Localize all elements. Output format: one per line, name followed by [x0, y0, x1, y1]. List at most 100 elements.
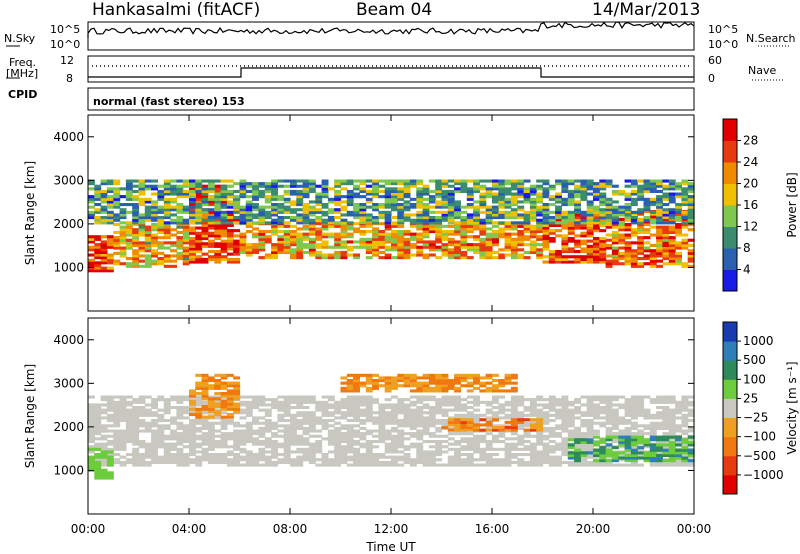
power-cell	[580, 242, 588, 246]
velocity-cell	[378, 384, 386, 388]
power-cell	[226, 242, 234, 246]
velocity-cell	[454, 423, 461, 427]
velocity-cell	[315, 408, 323, 412]
velocity-cell	[372, 434, 379, 438]
power-cell	[656, 197, 663, 201]
velocity-cell	[416, 381, 424, 385]
velocity-cell	[119, 463, 127, 467]
power-cell	[681, 182, 689, 186]
power-cell	[435, 200, 443, 204]
velocity-cell	[391, 421, 398, 425]
power-cell	[138, 259, 146, 263]
velocity-cell	[416, 411, 424, 415]
power-cell	[498, 192, 506, 196]
power-cell	[580, 223, 588, 227]
velocity-cell	[283, 432, 291, 436]
power-cell	[492, 200, 499, 204]
nsearch-tick-top: 10^5	[708, 23, 739, 36]
velocity-cell	[618, 435, 626, 439]
velocity-cell	[428, 373, 436, 377]
power-cell	[416, 240, 424, 244]
power-cell	[94, 208, 102, 212]
velocity-cell	[157, 442, 165, 446]
velocity-cell	[195, 421, 203, 425]
power-cell	[441, 189, 449, 193]
power-cell	[106, 253, 114, 257]
velocity-cell	[605, 411, 613, 415]
power-cell	[334, 221, 342, 225]
velocity-cell	[239, 400, 247, 404]
velocity-cell	[441, 408, 449, 412]
power-cell	[125, 243, 133, 247]
velocity-cell	[656, 406, 663, 410]
velocity-cell	[441, 398, 449, 402]
velocity-cell	[271, 434, 278, 438]
velocity-cell	[271, 398, 278, 402]
power-cell	[308, 200, 316, 204]
power-cell	[637, 210, 645, 214]
velocity-cell	[372, 398, 379, 402]
velocity-cell	[529, 442, 537, 446]
velocity-cell	[226, 405, 234, 409]
velocity-cell	[668, 426, 676, 430]
velocity-cell	[447, 442, 455, 446]
velocity-cell	[100, 437, 108, 441]
power-cell	[163, 184, 171, 188]
power-cell	[245, 218, 253, 222]
power-cell	[555, 192, 562, 196]
nsky-tick-top: 10^5	[50, 23, 81, 36]
velocity-cell	[353, 453, 360, 457]
power-cell	[384, 195, 392, 199]
freq-unit-label: [MHz]	[6, 67, 39, 80]
velocity-cell	[113, 416, 121, 420]
velocity-cell	[384, 411, 392, 415]
velocity-cell	[144, 450, 152, 454]
velocity-cell	[189, 440, 196, 444]
power-cell	[630, 230, 638, 234]
power-cell	[479, 179, 487, 183]
velocity-cell	[523, 408, 531, 412]
power-cell	[599, 260, 607, 264]
power-cell	[201, 242, 209, 246]
power-cell	[138, 243, 146, 247]
power-colorbar-segment	[723, 162, 737, 184]
power-cell	[308, 250, 316, 254]
power-cell	[220, 189, 228, 193]
power-cell	[151, 187, 158, 191]
power-cell	[574, 213, 581, 217]
velocity-cell	[220, 373, 228, 377]
velocity-cell	[580, 413, 588, 417]
velocity-cell	[504, 458, 512, 462]
velocity-cell	[510, 460, 518, 464]
power-cell	[170, 205, 177, 209]
power-cell	[460, 182, 468, 186]
power-cell	[226, 203, 234, 207]
power-cell	[536, 213, 544, 217]
power-cell	[416, 192, 424, 196]
power-cell	[542, 226, 550, 230]
velocity-cell	[258, 416, 266, 420]
velocity-cell	[94, 453, 102, 457]
power-cell	[548, 257, 556, 261]
velocity-cell	[346, 424, 354, 428]
velocity-cell	[630, 463, 638, 467]
velocity-cell	[687, 437, 695, 441]
velocity-cell	[479, 423, 487, 427]
power-cell	[271, 182, 278, 186]
velocity-cell	[643, 426, 651, 430]
velocity-cell	[428, 395, 436, 399]
power-cell	[517, 232, 525, 236]
velocity-cell	[687, 426, 695, 430]
velocity-cell	[233, 442, 241, 446]
power-cell	[113, 262, 121, 266]
power-cell	[466, 179, 474, 183]
power-cell	[359, 218, 367, 222]
velocity-cell	[441, 403, 449, 407]
power-cell	[668, 254, 676, 258]
power-cell	[315, 250, 323, 254]
velocity-cell	[119, 413, 127, 417]
power-cell	[346, 245, 354, 249]
velocity-colorbar-label: −500	[743, 449, 776, 463]
power-cell	[176, 195, 184, 199]
power-cell	[454, 221, 461, 225]
